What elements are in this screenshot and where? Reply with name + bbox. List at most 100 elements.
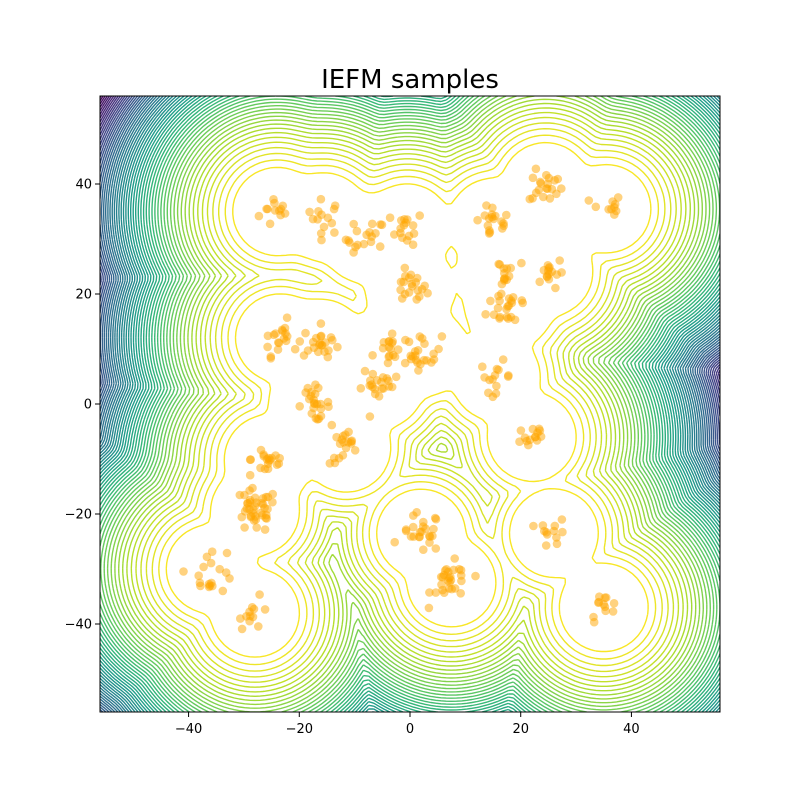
sample-point <box>218 586 228 596</box>
sample-point <box>518 298 527 308</box>
contour-line <box>100 96 720 712</box>
sample-point <box>396 285 405 295</box>
sample-point <box>449 565 458 575</box>
contour-line <box>100 96 720 712</box>
sample-point <box>368 382 377 392</box>
sample-point <box>508 293 518 302</box>
sample-point <box>253 622 263 631</box>
sample-point <box>446 572 455 582</box>
y-tick-label: 40 <box>75 178 92 193</box>
sample-point <box>365 412 375 421</box>
sample-point <box>263 342 272 352</box>
contour-line <box>140 116 677 683</box>
sample-point <box>434 344 443 354</box>
sample-point <box>313 415 322 424</box>
sample-point <box>480 373 489 382</box>
sample-point <box>368 369 378 379</box>
sample-point <box>323 397 333 407</box>
sample-point <box>257 498 266 508</box>
sample-point <box>314 207 323 216</box>
contour-line <box>100 96 720 712</box>
sample-point <box>329 453 339 463</box>
sample-point <box>237 624 247 634</box>
sample-point <box>483 221 493 230</box>
sample-point <box>416 359 425 369</box>
contour-line <box>100 96 720 712</box>
sample-point <box>401 271 410 281</box>
sample-point <box>584 196 594 205</box>
sample-point <box>278 201 288 211</box>
contour-line <box>122 98 696 702</box>
sample-point <box>498 355 508 364</box>
sample-point <box>551 283 560 293</box>
sample-point <box>333 342 342 352</box>
sample-point <box>260 525 270 534</box>
sample-point <box>428 531 437 541</box>
sample-point <box>282 313 292 323</box>
sample-point <box>370 389 380 399</box>
sample-point <box>384 376 393 386</box>
sample-point <box>245 470 255 480</box>
sample-point <box>295 337 305 346</box>
sample-point <box>316 404 326 414</box>
sample-point <box>202 552 212 562</box>
sample-point <box>303 346 313 355</box>
contour-line <box>126 102 691 697</box>
sample-point <box>384 337 394 346</box>
x-tick-label: −20 <box>286 722 313 737</box>
contour-line <box>100 96 720 712</box>
density-contours <box>100 96 720 712</box>
sample-point <box>544 274 554 284</box>
sample-point <box>317 235 326 245</box>
sample-point <box>262 204 271 214</box>
sample-point <box>319 222 329 232</box>
contour-line <box>100 96 720 712</box>
sample-point <box>391 372 401 382</box>
sample-point <box>481 310 490 319</box>
sample-point <box>409 511 418 520</box>
sample-point <box>539 192 548 202</box>
contour-line <box>158 134 660 666</box>
chart-title: IEFM samples <box>321 65 499 95</box>
sample-point <box>515 437 524 447</box>
sample-point <box>235 490 245 500</box>
sample-point <box>301 328 310 338</box>
sample-point <box>549 526 559 536</box>
sample-point <box>609 599 619 608</box>
sample-point <box>280 209 290 218</box>
x-tick-label: −40 <box>175 722 202 737</box>
sample-point <box>204 579 214 589</box>
sample-point <box>420 281 430 291</box>
sample-point <box>344 236 353 245</box>
sample-point <box>456 589 466 598</box>
y-tick-label: 20 <box>75 288 92 303</box>
contour-line <box>100 96 720 712</box>
sample-point <box>256 463 265 473</box>
sample-point <box>321 338 330 347</box>
sample-point <box>516 426 526 435</box>
sample-point <box>265 219 275 229</box>
sample-point <box>356 384 366 393</box>
sample-point <box>423 288 432 298</box>
contour-line <box>100 96 718 712</box>
sample-point <box>327 420 337 430</box>
sample-point <box>350 446 360 455</box>
sample-point <box>545 194 555 203</box>
sample-point <box>349 219 359 229</box>
sample-point <box>378 343 388 353</box>
x-tick-label: 20 <box>512 722 529 737</box>
sample-points <box>179 164 623 634</box>
sample-point <box>383 358 393 368</box>
sample-point <box>552 533 561 542</box>
sample-point <box>263 459 273 469</box>
sample-point <box>377 220 387 230</box>
sample-point <box>372 376 382 385</box>
sample-point <box>608 197 617 206</box>
sample-point <box>256 445 266 455</box>
sample-point <box>404 288 414 297</box>
contour-line <box>100 96 720 712</box>
sample-point <box>429 524 438 534</box>
sample-point <box>221 568 231 577</box>
sample-point <box>206 558 216 568</box>
sample-point <box>401 525 411 534</box>
